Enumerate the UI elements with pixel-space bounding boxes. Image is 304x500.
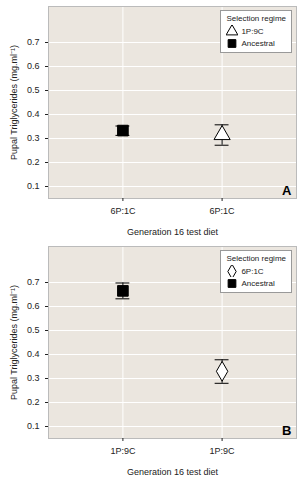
svg-text:0.6: 0.6 <box>27 301 40 311</box>
svg-text:6P:1C: 6P:1C <box>210 206 236 216</box>
html-text:Selection regime: Selection regime <box>226 254 286 263</box>
html-text:Ancestral: Ancestral <box>241 38 275 48</box>
svg-text:B: B <box>282 423 291 438</box>
svg-text:0.7: 0.7 <box>27 37 40 47</box>
svg-text:0.2: 0.2 <box>27 397 40 407</box>
html-text:6P:1C: 6P:1C <box>241 266 264 276</box>
svg-text:0.1: 0.1 <box>27 421 40 431</box>
svg-text:0.5: 0.5 <box>27 85 40 95</box>
svg-text:0.4: 0.4 <box>27 349 40 359</box>
svg-text:0.2: 0.2 <box>27 157 40 167</box>
svg-text:0.1: 0.1 <box>27 181 40 191</box>
svg-text:Generation 16 test diet: Generation 16 test diet <box>127 467 219 477</box>
svg-text:0.3: 0.3 <box>27 133 40 143</box>
svg-text:0.7: 0.7 <box>27 277 40 287</box>
svg-text:0.5: 0.5 <box>27 325 40 335</box>
svg-text:A: A <box>282 183 292 198</box>
svg-text:0.4: 0.4 <box>27 109 40 119</box>
svg-text:0.3: 0.3 <box>27 373 40 383</box>
svg-text:Pupal Triglycerides (mg.ml⁻¹): Pupal Triglycerides (mg.ml⁻¹) <box>9 285 19 400</box>
svg-text:Generation 16 test diet: Generation 16 test diet <box>127 227 219 237</box>
html-text:1P:9C: 1P:9C <box>241 26 264 36</box>
svg-text:Pupal Triglycerides (mg.ml⁻¹): Pupal Triglycerides (mg.ml⁻¹) <box>9 45 19 160</box>
svg-text:0.6: 0.6 <box>27 61 40 71</box>
html-text:Selection regime: Selection regime <box>226 14 286 23</box>
svg-text:1P:9C: 1P:9C <box>110 446 136 456</box>
svg-text:1P:9C: 1P:9C <box>210 446 236 456</box>
html-text:Ancestral: Ancestral <box>241 278 275 288</box>
svg-text:6P:1C: 6P:1C <box>110 206 136 216</box>
